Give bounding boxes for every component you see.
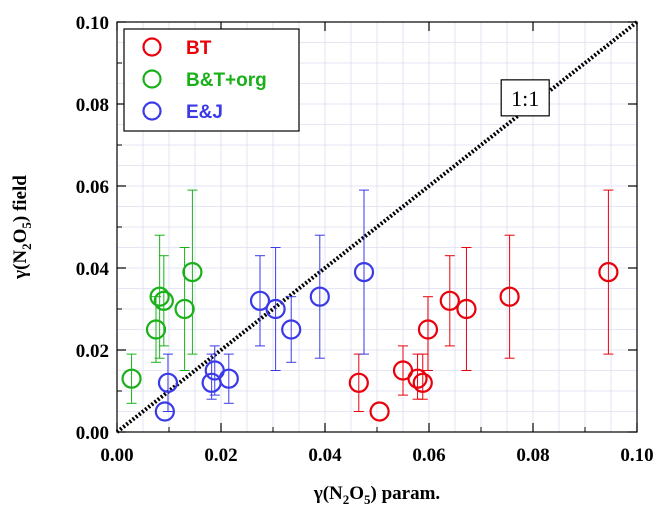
annotation-frame <box>500 79 550 117</box>
x-axis-label-sub-5: 5 <box>364 492 371 506</box>
y-axis-label-sub-5: 5 <box>19 222 34 229</box>
legend-label-bt: BT <box>186 38 212 59</box>
x-axis-label-sub-2: 2 <box>343 492 350 506</box>
y-tick-label: 0.04 <box>76 259 110 280</box>
x-axis-label-o: O <box>349 483 364 504</box>
data-point <box>149 286 170 307</box>
data-point <box>598 262 619 283</box>
annotation-box: 1:1 <box>500 79 550 117</box>
data-point <box>249 290 271 311</box>
data-point <box>218 368 239 389</box>
y-tick-label: 0.02 <box>76 341 109 362</box>
data-point <box>145 319 167 340</box>
y-axis-label-rest: ) field <box>10 175 31 222</box>
data-point <box>499 286 520 307</box>
data-point <box>121 368 142 389</box>
axis-ticks <box>116 21 638 433</box>
data-point <box>348 372 369 393</box>
data-point <box>309 286 330 307</box>
y-tick-label: 0.08 <box>76 95 109 116</box>
x-tick-label: 0.10 <box>620 445 653 466</box>
x-axis-label-rest: ) param. <box>371 483 441 504</box>
y-tick-label: 0.10 <box>76 13 109 34</box>
x-tick-labels: 0.00 0.02 0.04 0.06 0.08 0.10 <box>100 445 653 466</box>
data-point <box>157 372 179 393</box>
data-point <box>281 319 302 340</box>
x-tick-label: 0.04 <box>308 445 342 466</box>
data-point <box>417 319 439 340</box>
legend-entry-ej: E&J <box>142 101 223 123</box>
data-point <box>456 298 477 320</box>
annotation-label: 1:1 <box>511 86 539 111</box>
data-markers <box>121 262 619 422</box>
x-tick-label: 0.00 <box>100 445 133 466</box>
data-point <box>174 298 195 320</box>
data-point <box>353 262 375 283</box>
y-axis-label-o: O <box>10 229 31 244</box>
x-tick-label: 0.08 <box>516 445 549 466</box>
legend-frame <box>123 28 300 132</box>
legend: BT B&T+org E&J <box>123 28 300 132</box>
y-tick-label: 0.06 <box>76 177 109 198</box>
data-point <box>154 401 175 422</box>
data-point <box>265 298 286 320</box>
data-point <box>439 290 460 311</box>
legend-marker-ej <box>142 101 162 121</box>
y-axis-label-sub-2: 2 <box>19 243 34 250</box>
y-tick-labels: 0.00 0.02 0.04 0.06 0.08 0.10 <box>76 13 110 444</box>
data-point <box>412 372 433 393</box>
x-axis-label: γ(N2O5) param. <box>313 483 440 506</box>
error-bars <box>126 189 614 412</box>
y-tick-label: 0.00 <box>76 423 109 444</box>
legend-label-ej: E&J <box>186 102 223 123</box>
legend-entry-bt-org: B&T+org <box>142 69 267 91</box>
x-tick-label: 0.02 <box>204 445 237 466</box>
legend-entry-bt: BT <box>142 37 212 59</box>
legend-marker-bt <box>142 37 162 57</box>
data-point <box>369 401 390 422</box>
x-tick-label: 0.06 <box>412 445 445 466</box>
data-point <box>153 290 174 311</box>
data-point <box>407 368 428 389</box>
legend-marker-bt-org <box>142 69 162 89</box>
legend-label-bt-org: B&T+org <box>186 70 267 91</box>
data-point <box>182 262 203 283</box>
